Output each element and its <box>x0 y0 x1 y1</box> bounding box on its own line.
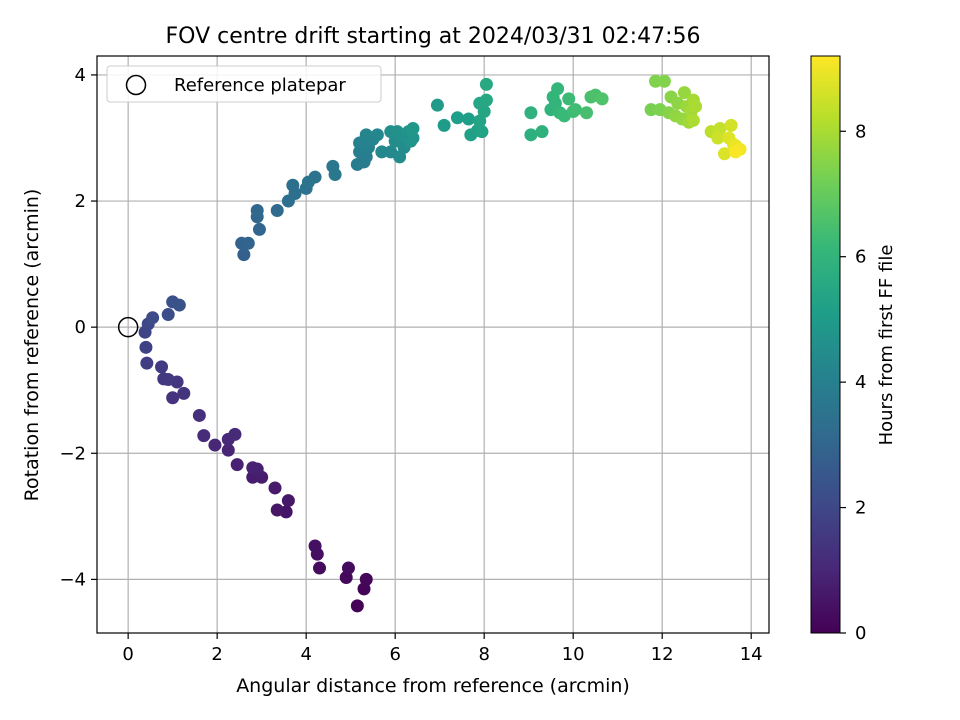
scatter-point <box>208 438 222 452</box>
y-tick-label: 4 <box>75 65 86 86</box>
x-tick-label: 12 <box>651 644 674 665</box>
x-axis-ticks: 0 2 4 6 8 10 12 14 <box>122 633 763 665</box>
colorbar-tick-label: 8 <box>855 121 866 142</box>
reference-platepar-marker <box>117 316 139 338</box>
scatter-point <box>686 113 700 127</box>
colorbar-tick-label: 2 <box>855 498 866 519</box>
scatter-point <box>524 128 538 142</box>
scatter-point <box>535 125 549 139</box>
scatter-point <box>711 131 725 145</box>
scatter-point <box>221 443 235 457</box>
scatter-point <box>406 131 420 145</box>
scatter-point <box>370 128 384 142</box>
colorbar-tick-label: 6 <box>855 247 866 268</box>
scatter-point <box>649 74 663 88</box>
scatter-point <box>524 106 538 120</box>
x-tick-label: 14 <box>740 644 763 665</box>
colorbar-gradient <box>810 55 841 634</box>
scatter-point <box>146 311 160 325</box>
scatter-point <box>250 203 264 217</box>
colorbar-label: Hours from first FF file <box>876 245 897 446</box>
scatter-point <box>580 106 594 120</box>
scatter-point <box>270 503 284 517</box>
x-tick-label: 6 <box>389 644 400 665</box>
x-tick-label: 8 <box>478 644 489 665</box>
chart-title: FOV centre drift starting at 2024/03/31 … <box>166 24 701 49</box>
scatter-point <box>359 572 373 586</box>
colorbar-tick-label: 0 <box>855 623 866 644</box>
scatter-point <box>241 236 255 250</box>
scatter-point <box>359 128 373 142</box>
legend-entry-reference-platepar: Reference platepar <box>174 75 346 96</box>
scatter-point <box>717 147 731 161</box>
scatter-point <box>724 118 738 132</box>
scatter-point <box>308 170 322 184</box>
scatter-point <box>479 77 493 91</box>
scatter-point <box>252 222 266 236</box>
scatter-point <box>644 103 658 117</box>
plot-area <box>97 56 769 633</box>
y-tick-label: 0 <box>75 317 86 338</box>
scatter-point <box>375 145 389 159</box>
scatter-point <box>268 481 282 495</box>
legend-marker-icon <box>125 74 147 96</box>
scatter-point <box>177 386 191 400</box>
scatter-point <box>270 203 284 217</box>
scatter-point <box>479 93 493 107</box>
scatter-point <box>341 561 355 575</box>
scatter-point <box>568 103 582 117</box>
plot-frame <box>96 55 770 634</box>
legend-box <box>106 65 382 103</box>
scatter-point <box>595 92 609 106</box>
scatter-point <box>172 298 186 312</box>
scatter-point <box>230 458 244 472</box>
scatter-point <box>430 98 444 112</box>
x-tick-label: 4 <box>300 644 311 665</box>
scatter-point <box>197 429 211 443</box>
scatter-point <box>562 92 576 106</box>
scatter-point <box>140 356 154 370</box>
scatter-point <box>237 248 251 262</box>
scatter-point <box>657 74 671 88</box>
scatter-point <box>246 461 260 475</box>
scatter-point <box>139 340 153 354</box>
colorbar-ticks: 0 2 4 6 8 <box>840 121 866 644</box>
scatter-point <box>729 145 743 159</box>
scatter-point <box>551 82 565 96</box>
scatter-point <box>406 122 420 136</box>
scatter-point <box>350 599 364 613</box>
scatter-point <box>437 118 451 132</box>
scatter-point <box>166 391 180 405</box>
y-tick-label: −4 <box>59 569 86 590</box>
y-tick-label: −2 <box>59 443 86 464</box>
colorbar-tick-label: 4 <box>855 372 866 393</box>
scatter-point <box>450 111 464 125</box>
x-axis-label: Angular distance from reference (arcmin) <box>236 675 630 697</box>
scatter-points <box>138 74 747 613</box>
scatter-point <box>161 372 175 386</box>
scatter-point <box>462 112 476 126</box>
scatter-point <box>689 99 703 113</box>
scatter-point <box>192 408 206 422</box>
scatter-point <box>308 539 322 553</box>
x-tick-label: 2 <box>211 644 222 665</box>
y-tick-label: 2 <box>75 191 86 212</box>
scatter-point <box>281 494 295 508</box>
x-tick-label: 0 <box>122 644 133 665</box>
scatter-point <box>155 360 169 374</box>
scatter-point <box>313 561 327 575</box>
scatter-point <box>475 125 489 139</box>
scatter-point <box>161 308 175 322</box>
scatter-point <box>286 178 300 192</box>
legend: Reference platepar <box>106 65 382 103</box>
x-tick-label: 10 <box>562 644 585 665</box>
scatter-point <box>228 427 242 441</box>
y-axis-ticks: −4 −2 0 2 4 <box>59 65 97 590</box>
scatter-point <box>677 86 691 100</box>
scatter-point <box>328 168 342 182</box>
y-axis-label: Rotation from reference (arcmin) <box>21 189 43 502</box>
